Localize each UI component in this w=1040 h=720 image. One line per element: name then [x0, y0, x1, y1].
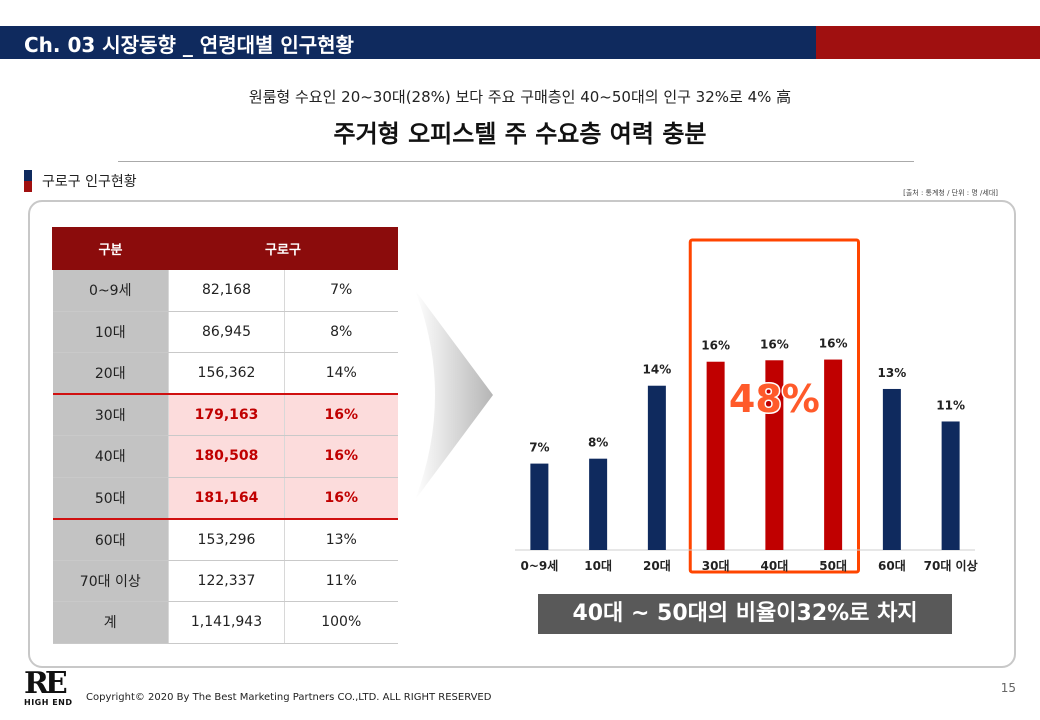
row-count: 86,945: [168, 311, 285, 353]
tick-label-3: 30대: [702, 559, 730, 573]
row-count: 122,337: [168, 560, 285, 602]
source-note: [출처 : 통계청 / 단위 : 명 /세대]: [903, 189, 998, 197]
row-label: 20대: [52, 352, 169, 395]
tick-label-1: 10대: [584, 559, 612, 573]
tick-label-6: 60대: [878, 559, 906, 573]
tick-label-0: 0~9세: [520, 558, 558, 573]
table-row: 0~9세 82,168 7%: [52, 269, 398, 312]
row-percent: 16%: [284, 477, 398, 520]
bar-7: [941, 421, 960, 550]
bar-1: [589, 458, 608, 550]
bar-5: [824, 359, 843, 550]
bar-4: [765, 360, 784, 550]
table-row-highlighted: 30대 179,163 16%: [52, 393, 398, 436]
row-percent: 13%: [284, 518, 398, 561]
value-label-2: 14%: [643, 363, 672, 377]
row-label: 60대: [52, 518, 169, 561]
value-label-7: 11%: [936, 398, 965, 412]
header-accent: [816, 26, 1040, 59]
arrow-right-icon: [415, 290, 493, 500]
row-label: 50대: [52, 477, 169, 520]
row-count: 1,141,943: [168, 601, 285, 644]
row-label: 30대: [52, 393, 169, 436]
table-row: 10대 86,945 8%: [52, 311, 398, 353]
highlight-box: [688, 238, 860, 574]
value-label-3: 16%: [701, 339, 730, 353]
logo-mark: RE: [24, 666, 68, 701]
row-label: 40대: [52, 435, 169, 478]
value-label-5: 16%: [819, 337, 848, 351]
population-table: 구분 구로구 0~9세 82,168 7% 10대 86,945 8% 20대 …: [52, 227, 398, 644]
logo-text: HIGH END: [24, 698, 73, 707]
brand-logo: RE HIGH END: [24, 666, 73, 710]
tick-label-4: 40대: [761, 559, 789, 573]
tick-label-7: 70대 이상: [924, 558, 978, 573]
header-bar: Ch. 03 시장동향 _ 연령대별 인구현황: [0, 26, 1040, 59]
table-row-total: 계 1,141,943 100%: [52, 601, 398, 644]
row-label: 70대 이상: [52, 560, 169, 602]
row-percent: 8%: [284, 311, 398, 353]
tick-label-5: 50대: [819, 559, 847, 573]
page-title: Ch. 03 시장동향 _ 연령대별 인구현황: [24, 33, 354, 57]
table-row: 60대 153,296 13%: [52, 518, 398, 561]
table-header-row: 구분 구로구: [52, 227, 398, 270]
tick-label-2: 20대: [643, 559, 671, 573]
row-percent: 16%: [284, 393, 398, 436]
divider: [118, 161, 914, 162]
row-label: 10대: [52, 311, 169, 353]
row-count: 179,163: [168, 393, 285, 436]
value-labels-group: 7% 8% 14% 16% 16% 16% 13% 11%: [529, 337, 965, 455]
section-marker: [24, 170, 32, 192]
table-row-highlighted: 50대 181,164 16%: [52, 477, 398, 520]
table-header-region: 구로구: [168, 227, 398, 270]
highlight-total-label: 48%: [729, 377, 820, 421]
bars-group: [530, 359, 960, 550]
table-row: 70대 이상 122,337 11%: [52, 560, 398, 602]
copyright: Copyright© 2020 By The Best Marketing Pa…: [86, 692, 492, 703]
table-row: 20대 156,362 14%: [52, 352, 398, 395]
value-label-6: 13%: [878, 366, 907, 380]
subtitle: 원룸형 수요인 20~30대(28%) 보다 주요 구매층인 40~50대의 인…: [248, 88, 792, 106]
row-percent: 14%: [284, 352, 398, 395]
row-percent: 100%: [284, 601, 398, 644]
row-label: 계: [52, 601, 169, 644]
row-count: 82,168: [168, 269, 285, 312]
row-label: 0~9세: [52, 269, 169, 312]
value-label-1: 8%: [588, 436, 608, 450]
page-number: 15: [1000, 681, 1016, 695]
callout-banner: 40대 ~ 50대의 비율이32%로 차지: [538, 594, 952, 634]
tick-labels-group: 0~9세 10대 20대 30대 40대 50대 60대 70대 이상: [520, 558, 977, 573]
bar-0: [530, 463, 549, 550]
table-header-category: 구분: [52, 227, 169, 270]
bar-2: [647, 385, 666, 550]
age-population-bar-chart: 7% 8% 14% 16% 16% 16% 13% 11% 0~9세 10대 20대 30대 40대 5…: [515, 238, 978, 574]
section-title: 구로구 인구현황: [42, 174, 137, 190]
value-label-4: 16%: [760, 337, 789, 351]
headline: 주거형 오피스텔 주 수요층 여력 충분: [333, 120, 707, 148]
row-count: 180,508: [168, 435, 285, 478]
table-row-highlighted: 40대 180,508 16%: [52, 435, 398, 478]
bar-3: [706, 361, 725, 550]
row-percent: 11%: [284, 560, 398, 602]
bar-6: [882, 388, 901, 550]
row-percent: 16%: [284, 435, 398, 478]
row-percent: 7%: [284, 269, 398, 312]
value-label-0: 7%: [529, 441, 549, 455]
row-count: 153,296: [168, 518, 285, 561]
row-count: 181,164: [168, 477, 285, 520]
row-count: 156,362: [168, 352, 285, 395]
